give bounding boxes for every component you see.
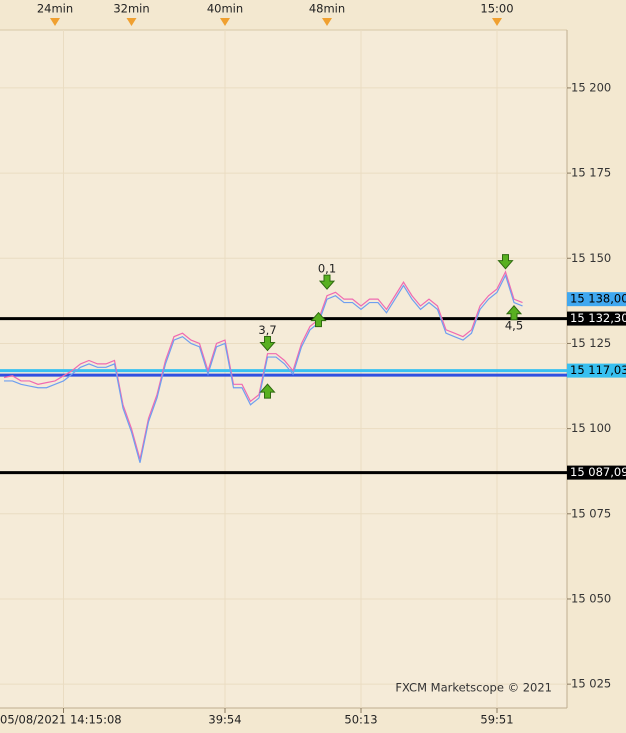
y-tick-label: 15 100: [571, 421, 611, 435]
price-tag-label: 15 117,03: [570, 363, 626, 377]
price-tag: [567, 465, 626, 480]
y-tick-label: 15 075: [571, 506, 611, 520]
signal-arrow: [497, 254, 514, 270]
top-tick-marker: [220, 18, 230, 26]
price-tag: [567, 363, 626, 378]
signal-arrow: [310, 311, 327, 328]
x-bottom-label: 50:13: [344, 713, 377, 727]
price-tag: [567, 311, 626, 326]
price-tag-label: 15 138,00: [570, 292, 626, 306]
x-bottom-label: 05/08/2021 14:15:08: [0, 713, 122, 727]
plot-area: [0, 30, 567, 708]
top-tick-marker: [126, 18, 137, 26]
x-bottom-label: 39:54: [208, 713, 241, 727]
x-tick-label: 48min: [309, 2, 345, 16]
y-tick-label: 15 175: [571, 166, 611, 180]
top-tick-marker: [322, 18, 332, 26]
signal-label: 0,1: [318, 262, 336, 276]
price-tag: [567, 292, 626, 307]
top-tick-marker: [492, 18, 502, 26]
signal-arrow: [259, 383, 276, 399]
x-tick-label: 40min: [207, 2, 243, 16]
y-tick-label: 15 150: [571, 251, 611, 265]
price-line: [4, 273, 523, 463]
price-tag-label: 15 132,30: [570, 311, 626, 325]
signal-arrow: [505, 305, 523, 321]
y-tick-label: 15 200: [571, 80, 611, 94]
signal-label: 3,7: [258, 323, 276, 337]
x-tick-label: 15:00: [480, 2, 513, 16]
y-tick-label: 15 125: [571, 336, 611, 350]
x-tick-label: 24min: [37, 2, 73, 16]
top-tick-marker: [50, 18, 60, 26]
signal-label: 4,5: [505, 318, 523, 332]
footer: FXCM Marketscope © 2021: [395, 681, 552, 695]
y-tick-label: 15 025: [571, 677, 611, 691]
x-bottom-label: 59:51: [480, 713, 513, 727]
price-tag-label: 15 087,09: [570, 465, 626, 479]
signal-arrow: [259, 335, 276, 352]
x-tick-label: 32min: [113, 2, 149, 16]
price-line: [3, 270, 523, 460]
signal-arrow: [318, 274, 336, 290]
y-tick-label: 15 050: [571, 591, 611, 605]
